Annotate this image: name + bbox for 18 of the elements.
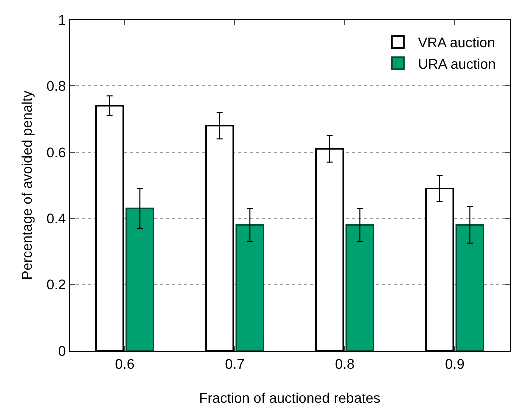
y-tick-label: 0.6	[46, 144, 66, 160]
x-tick-label: 0.6	[115, 356, 135, 372]
y-tick-label: 0.8	[46, 78, 66, 94]
y-tick-label: 0.4	[46, 210, 66, 226]
y-tick-label: 0.2	[46, 276, 66, 293]
legend-label: URA auction	[418, 56, 496, 72]
bar	[346, 224, 374, 351]
legend-label: VRA auction	[418, 34, 496, 51]
bar	[126, 208, 154, 351]
bar	[456, 224, 484, 351]
y-tick-label: 0	[58, 342, 66, 359]
y-tick-label: 1	[58, 12, 66, 28]
x-tick-label: 0.7	[225, 356, 245, 372]
y-axis-title: Percentage of avoided penalty	[19, 90, 35, 280]
x-tick-label: 0.9	[445, 356, 465, 372]
x-axis-title: Fraction of auctioned rebates	[199, 390, 381, 406]
x-tick-label: 0.8	[335, 356, 355, 372]
bar	[236, 224, 264, 351]
